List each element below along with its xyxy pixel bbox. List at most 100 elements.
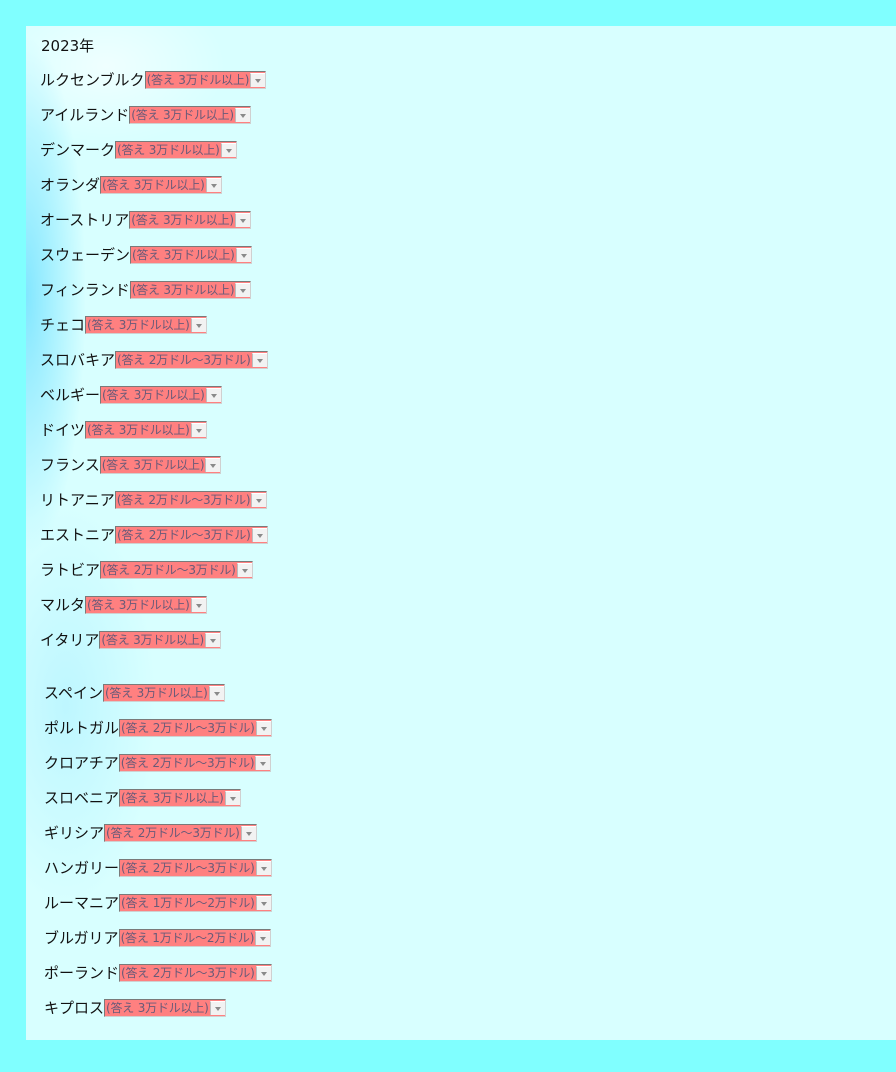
country-row: リトアニア (答え 2万ドル～3万ドル): [40, 490, 268, 510]
answer-select[interactable]: (答え 2万ドル～3万ドル): [115, 351, 268, 369]
answer-select-value: (答え 1万ドル～2万ドル): [120, 931, 255, 945]
answer-select-value: (答え 2万ドル～3万ドル): [117, 353, 251, 367]
country-label: スロベニア: [44, 789, 120, 807]
answer-select[interactable]: (答え 2万ドル～3万ドル): [114, 491, 268, 509]
dropdown-button[interactable]: [251, 353, 267, 367]
dropdown-button[interactable]: [235, 283, 251, 297]
country-label: デンマーク: [40, 141, 116, 159]
dropdown-button[interactable]: [255, 896, 271, 910]
country-label: ポルトガル: [44, 719, 120, 737]
dropdown-button[interactable]: [255, 931, 271, 945]
dropdown-button[interactable]: [255, 861, 271, 875]
answer-select-value: (答え 2万ドル～3万ドル): [121, 966, 255, 980]
dropdown-button[interactable]: [255, 756, 271, 770]
answer-select[interactable]: (答え 1万ドル～2万ドル): [119, 894, 272, 912]
answer-select-value: (答え 3万ドル以上): [131, 213, 234, 227]
dropdown-button[interactable]: [255, 721, 271, 735]
chevron-down-icon: [210, 183, 217, 188]
country-row: オーストリア (答え 3万ドル以上): [40, 210, 251, 230]
answer-select[interactable]: (答え 3万ドル以上): [100, 386, 222, 404]
dropdown-button[interactable]: [224, 791, 240, 805]
country-label: ギリシア: [44, 824, 105, 842]
dropdown-button[interactable]: [190, 423, 206, 437]
dropdown-button[interactable]: [208, 686, 224, 700]
country-label: チェコ: [40, 316, 86, 334]
dropdown-button[interactable]: [205, 178, 221, 192]
answer-select-value: (答え 3万ドル以上): [101, 633, 205, 647]
answer-select[interactable]: (答え 3万ドル以上): [102, 684, 225, 702]
dropdown-button[interactable]: [209, 1001, 225, 1015]
answer-select[interactable]: (答え 3万ドル以上): [100, 176, 222, 194]
dropdown-button[interactable]: [236, 563, 252, 577]
answer-select[interactable]: (答え 2万ドル～3万ドル): [104, 824, 257, 842]
chevron-down-icon: [256, 358, 263, 363]
dropdown-button[interactable]: [251, 493, 267, 507]
answer-select-value: (答え 3万ドル以上): [131, 108, 234, 122]
country-label: ルクセンブルク: [40, 71, 145, 89]
dropdown-button[interactable]: [190, 598, 206, 612]
answer-select[interactable]: (答え 2万ドル～3万ドル): [118, 754, 272, 772]
country-row: ドイツ (答え 3万ドル以上): [40, 420, 207, 440]
country-row: スロバキア (答え 2万ドル～3万ドル): [40, 350, 268, 370]
country-label: エストニア: [40, 526, 116, 544]
answer-select[interactable]: (答え 3万ドル以上): [99, 631, 222, 649]
chevron-down-icon: [260, 901, 267, 906]
answer-select[interactable]: (答え 3万ドル以上): [144, 71, 267, 89]
answer-select[interactable]: (答え 1万ドル～2万ドル): [118, 929, 272, 947]
answer-select[interactable]: (答え 3万ドル以上): [119, 789, 241, 807]
country-label: ポーランド: [44, 964, 120, 982]
answer-select[interactable]: (答え 3万ドル以上): [99, 456, 222, 474]
chevron-down-icon: [195, 603, 202, 608]
country-row: ポーランド (答え 2万ドル～3万ドル): [44, 963, 272, 983]
answer-select[interactable]: (答え 2万ドル～3万ドル): [100, 561, 253, 579]
country-row: スペイン (答え 3万ドル以上): [44, 683, 225, 703]
country-label: イタリア: [40, 631, 100, 649]
chevron-down-icon: [260, 971, 267, 976]
chevron-down-icon: [240, 253, 247, 258]
dropdown-button[interactable]: [205, 388, 221, 402]
chevron-down-icon: [256, 533, 263, 538]
country-row: キプロス (答え 3万ドル以上): [44, 998, 226, 1018]
country-label: オランダ: [40, 176, 101, 194]
answer-select[interactable]: (答え 3万ドル以上): [104, 999, 226, 1017]
answer-select-value: (答え 2万ドル～3万ドル): [116, 493, 251, 507]
answer-select[interactable]: (答え 3万ドル以上): [129, 281, 252, 299]
country-row: フランス (答え 3万ドル以上): [40, 455, 222, 475]
dropdown-button[interactable]: [235, 248, 251, 262]
answer-select[interactable]: (答え 3万ドル以上): [129, 211, 251, 229]
dropdown-button[interactable]: [190, 318, 206, 332]
country-row: ラトビア (答え 2万ドル～3万ドル): [40, 560, 253, 580]
answer-select[interactable]: (答え 3万ドル以上): [130, 246, 252, 264]
chevron-down-icon: [245, 831, 252, 836]
dropdown-button[interactable]: [220, 143, 236, 157]
answer-select[interactable]: (答え 2万ドル～3万ドル): [115, 526, 268, 544]
dropdown-button[interactable]: [240, 826, 256, 840]
chevron-down-icon: [225, 148, 232, 153]
answer-select[interactable]: (答え 2万ドル～3万ドル): [119, 964, 272, 982]
country-row: ルクセンブルク (答え 3万ドル以上): [40, 70, 267, 90]
answer-select-value: (答え 1万ドル～2万ドル): [121, 896, 255, 910]
dropdown-button[interactable]: [205, 633, 221, 647]
country-label: スロバキア: [40, 351, 116, 369]
dropdown-button[interactable]: [251, 528, 267, 542]
country-label: クロアチア: [44, 754, 119, 772]
dropdown-button[interactable]: [250, 73, 266, 87]
dropdown-button[interactable]: [205, 458, 221, 472]
answer-select[interactable]: (答え 3万ドル以上): [85, 596, 207, 614]
country-label: アイルランド: [40, 106, 130, 124]
answer-select[interactable]: (答え 2万ドル～3万ドル): [119, 719, 272, 737]
country-row: デンマーク (答え 3万ドル以上): [40, 140, 237, 160]
chevron-down-icon: [210, 638, 217, 643]
dropdown-button[interactable]: [234, 213, 250, 227]
answer-select[interactable]: (答え 2万ドル～3万ドル): [119, 859, 272, 877]
answer-select[interactable]: (答え 3万ドル以上): [85, 316, 207, 334]
answer-select[interactable]: (答え 3万ドル以上): [129, 106, 251, 124]
country-row: クロアチア (答え 2万ドル～3万ドル): [44, 753, 272, 773]
country-row: チェコ (答え 3万ドル以上): [40, 315, 207, 335]
dropdown-button[interactable]: [255, 966, 271, 980]
chevron-down-icon: [241, 568, 248, 573]
country-label: フランス: [40, 456, 100, 474]
answer-select[interactable]: (答え 3万ドル以上): [115, 141, 237, 159]
dropdown-button[interactable]: [234, 108, 250, 122]
answer-select[interactable]: (答え 3万ドル以上): [85, 421, 207, 439]
